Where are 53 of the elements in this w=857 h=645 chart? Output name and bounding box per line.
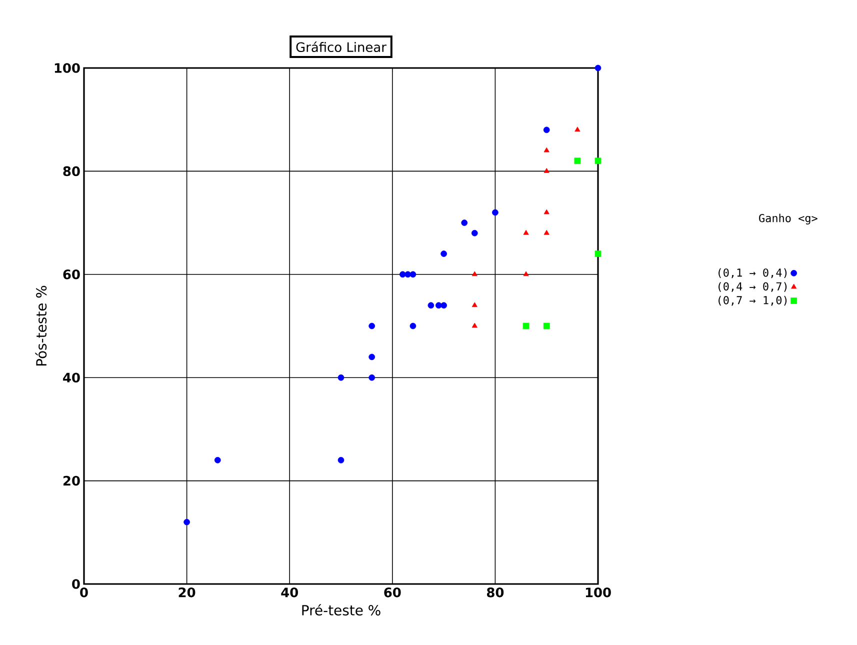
x-tick-label: 100 [586,588,611,598]
point [368,322,376,330]
point [471,230,478,236]
legend-label: (0,1 → 0,4) [718,268,787,278]
legend-title: Ganho <g> [759,214,818,224]
point [544,147,550,152]
x-tick-label: 60 [384,588,401,598]
chart-title: Gráfico Linear [296,42,386,52]
point [368,354,376,360]
point [544,168,550,173]
point [410,322,416,330]
x-axis-title: Pré-teste % [302,604,380,616]
point [338,456,344,464]
point [574,126,580,132]
point [440,250,447,257]
point [461,220,468,226]
point [544,230,550,235]
point [472,322,478,328]
x-tick-label: 40 [281,588,298,598]
point [368,374,376,381]
y-tick-label: 80 [63,166,80,176]
point [440,302,447,309]
point [522,322,530,330]
point [594,64,602,72]
legend-label: (0,7 → 1,0) [718,296,787,306]
y-tick-label: 20 [63,476,80,486]
point [410,271,416,278]
point [543,322,550,330]
y-tick-label: 100 [54,63,80,73]
point [544,209,550,214]
point [338,374,344,381]
y-tick-label: 40 [63,372,80,382]
point [574,158,581,164]
point [428,302,434,309]
x-tick-label: 80 [486,588,504,598]
y-tick-label: 60 [63,270,80,280]
point [399,271,406,278]
point [523,271,529,276]
point [184,518,190,526]
y-axis-title: Pós-teste % [35,286,47,366]
point [472,271,478,276]
point [594,250,602,257]
point [594,158,602,164]
y-tick-label: 0 [72,579,80,589]
point [523,230,529,235]
legend-label: (0,4 → 0,7) [718,282,787,292]
point [492,209,498,216]
point [472,302,478,308]
point [214,456,221,464]
x-tick-label: 20 [178,588,196,598]
point [543,126,550,134]
x-tick-label: 0 [80,588,88,598]
point [435,302,442,309]
